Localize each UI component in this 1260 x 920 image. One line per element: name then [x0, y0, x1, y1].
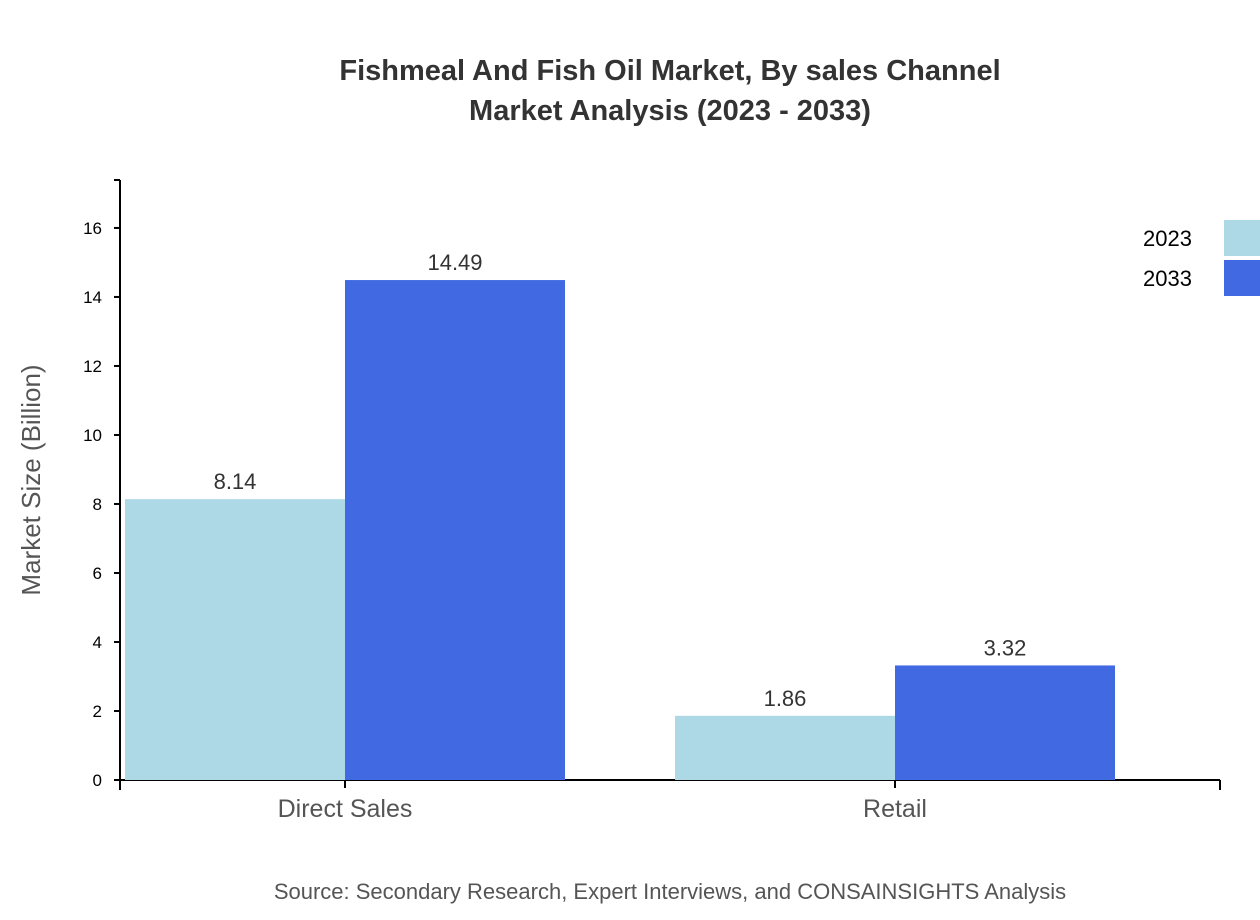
- y-axis-label: Market Size (Billion): [16, 364, 46, 595]
- legend-label: 2033: [1143, 266, 1192, 291]
- legend-swatch-2033: [1224, 260, 1260, 296]
- y-tick-label: 6: [93, 564, 102, 583]
- bar-2023-retail: [675, 715, 895, 780]
- chart-title: Fishmeal And Fish Oil Market, By sales C…: [339, 55, 1000, 87]
- legend-swatch-2023: [1224, 220, 1260, 256]
- bar-2023-direct-sales: [125, 499, 345, 780]
- x-tick-label: Direct Sales: [278, 795, 413, 823]
- data-label: 14.49: [427, 250, 482, 275]
- y-tick-label: 4: [93, 633, 102, 652]
- y-tick-label: 10: [83, 426, 102, 445]
- y-tick-label: 0: [93, 771, 102, 790]
- data-label: 1.86: [764, 686, 807, 711]
- y-tick-label: 14: [83, 288, 102, 307]
- source-note: Source: Secondary Research, Expert Inter…: [274, 879, 1066, 904]
- y-tick-label: 16: [83, 219, 102, 238]
- bar-2033-direct-sales: [345, 280, 565, 780]
- data-label: 8.14: [214, 469, 257, 494]
- bar-2033-retail: [895, 665, 1115, 780]
- y-tick-label: 2: [93, 702, 102, 721]
- chart-subtitle: Market Analysis (2023 - 2033): [469, 95, 871, 127]
- y-tick-label: 8: [93, 495, 102, 514]
- x-tick-label: Retail: [863, 795, 927, 823]
- data-label: 3.32: [984, 635, 1027, 660]
- y-tick-label: 12: [83, 357, 102, 376]
- legend-label: 2023: [1143, 226, 1192, 251]
